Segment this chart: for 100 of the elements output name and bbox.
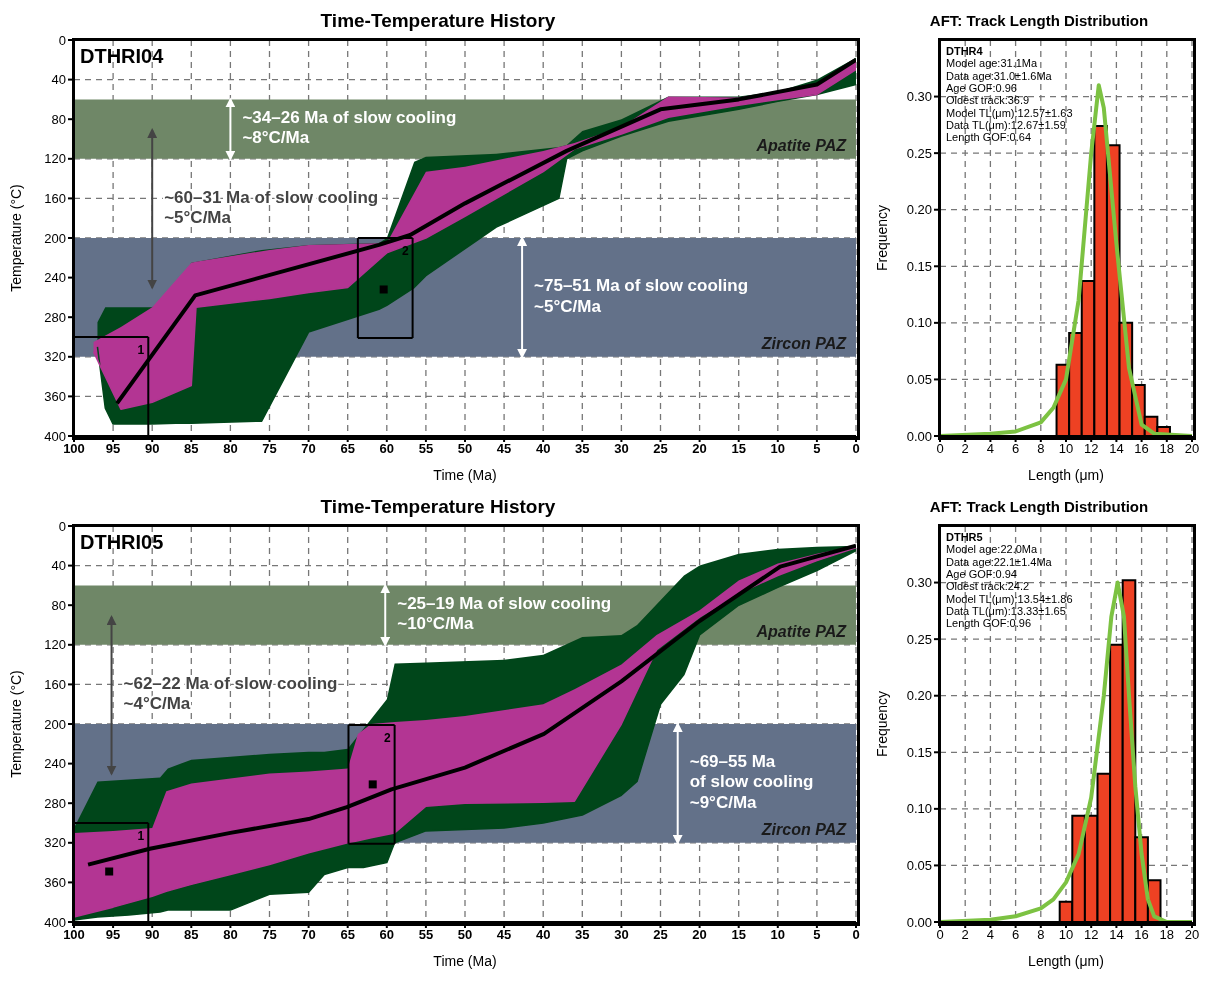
x-tick-label: 20 xyxy=(1184,927,1200,943)
x-tick-label: 95 xyxy=(105,441,121,457)
annotation: 1 xyxy=(137,829,145,844)
annotation: DTHRI04 xyxy=(80,45,164,68)
x-axis-title: Time (Ma) xyxy=(433,467,497,483)
x-tick-label: 90 xyxy=(144,441,160,457)
y-tick-label: 120 xyxy=(44,151,66,167)
x-tick-label: 20 xyxy=(692,441,707,457)
y-tick-label: 280 xyxy=(44,795,66,811)
annotation: DTHR4 xyxy=(946,45,984,58)
y-tick-label: 0.05 xyxy=(906,858,932,874)
x-tick-label: 75 xyxy=(262,441,277,457)
y-tick-label: 320 xyxy=(44,835,66,851)
annotation: 1 xyxy=(137,343,145,358)
x-tick-label: 30 xyxy=(614,441,629,457)
x-tick-label: 6 xyxy=(1011,441,1020,457)
y-tick-label: 0.10 xyxy=(906,315,932,331)
y-tick-label: 0.15 xyxy=(906,258,932,274)
annotation: Model TL(μm):12.57±1.63 xyxy=(946,106,1073,119)
x-tick-label: 5 xyxy=(813,927,821,943)
annotation: Data age:31.0±1.6Ma xyxy=(946,69,1053,82)
y-tick-label: 0.15 xyxy=(906,744,932,760)
y-tick-label: 0 xyxy=(58,32,66,48)
x-tick-label: 85 xyxy=(184,441,199,457)
y-tick-label: 200 xyxy=(44,716,66,732)
y-tick-label: 0.00 xyxy=(906,914,932,930)
y-tick-label: 80 xyxy=(51,597,66,613)
annotation: Data age:22.1±1.4Ma xyxy=(946,555,1053,568)
annotation: Model TL(μm):13.54±1.86 xyxy=(946,592,1073,605)
annotation: Model age:31.1Ma xyxy=(946,57,1039,70)
annotation: 2 xyxy=(383,731,391,746)
chart-title: AFT: Track Length Distribution xyxy=(928,11,1150,31)
x-tick-label: 8 xyxy=(1037,927,1045,943)
annotation: Model age:22.0Ma xyxy=(946,543,1039,556)
y-tick-label: 80 xyxy=(51,111,66,127)
y-tick-label: 0.10 xyxy=(906,801,932,817)
x-tick-label: 70 xyxy=(301,927,316,943)
x-axis-title: Time (Ma) xyxy=(433,953,497,969)
annotation: ~25–19 Ma of slow cooling ~10°C/Ma xyxy=(397,594,612,634)
x-tick-label: 100 xyxy=(63,927,85,943)
x-tick-label: 100 xyxy=(63,441,85,457)
y-tick-label: 280 xyxy=(44,309,66,325)
x-tick-label: 55 xyxy=(418,927,434,943)
chart-title: Time-Temperature History xyxy=(319,9,557,33)
x-tick-label: 45 xyxy=(496,927,512,943)
y-tick-label: 200 xyxy=(44,230,66,246)
x-tick-label: 10 xyxy=(770,441,786,457)
annotation: 2 xyxy=(401,244,409,259)
y-tick-label: 120 xyxy=(44,637,66,653)
annotation: Data TL(μm):12.67±1.59 xyxy=(946,118,1066,132)
y-axis-title: Frequency xyxy=(873,204,890,272)
x-tick-label: 80 xyxy=(223,441,238,457)
x-tick-label: 0 xyxy=(936,927,944,943)
x-tick-label: 40 xyxy=(535,927,551,943)
y-tick-label: 160 xyxy=(44,191,66,207)
y-tick-label: 360 xyxy=(44,389,66,405)
x-tick-label: 50 xyxy=(457,927,473,943)
x-axis-title: Length (μm) xyxy=(1028,953,1104,969)
x-tick-label: 90 xyxy=(144,927,160,943)
x-tick-label: 10 xyxy=(1058,927,1074,943)
y-tick-label: 0.20 xyxy=(906,202,932,218)
x-tick-label: 16 xyxy=(1134,441,1149,457)
x-tick-label: 85 xyxy=(184,927,199,943)
x-tick-label: 5 xyxy=(813,441,821,457)
annotation: ~69–55 Ma of slow cooling ~9°C/Ma xyxy=(689,752,814,813)
x-tick-label: 16 xyxy=(1134,927,1149,943)
x-tick-label: 0 xyxy=(852,927,860,943)
x-tick-label: 55 xyxy=(418,441,434,457)
annotation: ~60–31 Ma of slow cooling ~5°C/Ma xyxy=(164,188,379,228)
x-tick-label: 4 xyxy=(986,927,995,943)
annotation: Oldest track:24.2 xyxy=(946,580,1031,593)
x-tick-label: 35 xyxy=(575,927,590,943)
x-tick-label: 0 xyxy=(936,441,944,457)
annotation: Data TL(μm):13.33±1.65 xyxy=(946,604,1066,618)
x-tick-label: 8 xyxy=(1037,441,1045,457)
y-tick-label: 400 xyxy=(44,914,66,930)
x-tick-label: 45 xyxy=(496,441,512,457)
x-tick-label: 20 xyxy=(1184,441,1200,457)
x-tick-label: 10 xyxy=(1058,441,1074,457)
x-tick-label: 30 xyxy=(614,927,629,943)
x-tick-label: 65 xyxy=(340,441,355,457)
band-label: Zircon PAZ xyxy=(760,334,848,352)
y-tick-label: 160 xyxy=(44,677,66,693)
y-tick-label: 0.25 xyxy=(906,145,932,161)
x-tick-label: 25 xyxy=(653,927,668,943)
annotation: Length GOF:0.96 xyxy=(946,617,1032,630)
x-tick-label: 15 xyxy=(731,441,746,457)
y-tick-label: 0.05 xyxy=(906,372,932,388)
y-axis-title: Temperature (°C) xyxy=(7,184,24,292)
x-tick-label: 10 xyxy=(770,927,786,943)
y-tick-label: 240 xyxy=(44,270,66,286)
x-tick-label: 12 xyxy=(1083,441,1099,457)
y-tick-label: 400 xyxy=(44,428,66,444)
x-tick-label: 18 xyxy=(1159,441,1175,457)
y-tick-label: 320 xyxy=(44,349,66,365)
x-tick-label: 65 xyxy=(340,927,355,943)
y-tick-label: 40 xyxy=(51,72,66,88)
x-tick-label: 35 xyxy=(575,441,590,457)
x-tick-label: 80 xyxy=(223,927,238,943)
annotation: Age GOF:0.96 xyxy=(946,81,1017,95)
